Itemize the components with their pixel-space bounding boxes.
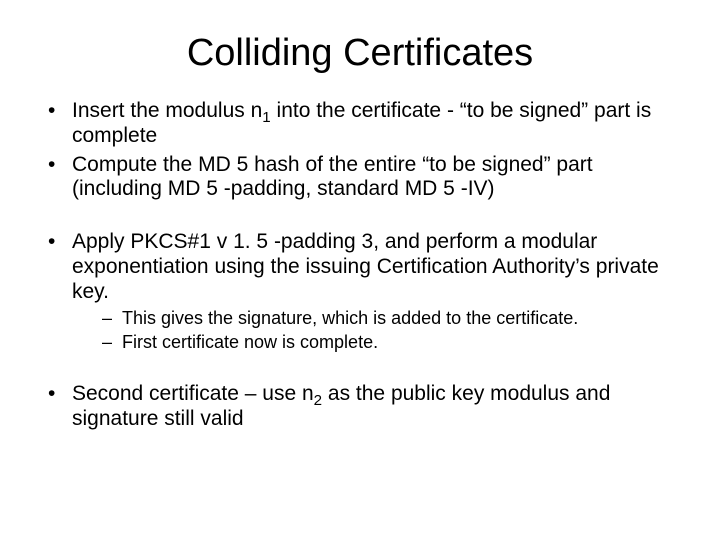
- bullet-list: Second certificate – use n2 as the publi…: [44, 382, 680, 432]
- sub-bullet-text: First certificate now is complete.: [122, 332, 378, 352]
- slide-title: Colliding Certificates: [40, 32, 680, 75]
- slide: Colliding Certificates Insert the modulu…: [0, 0, 720, 540]
- bullet-list: Apply PKCS#1 v 1. 5 -padding 3, and perf…: [44, 230, 680, 354]
- spacer: [40, 206, 680, 230]
- bullet-text: Compute the MD 5 hash of the entire “to …: [72, 153, 593, 201]
- spacer: [40, 358, 680, 382]
- bullet-text-pre: Insert the modulus n: [72, 99, 262, 122]
- bullet-item: Apply PKCS#1 v 1. 5 -padding 3, and perf…: [44, 230, 680, 354]
- bullet-item: Compute the MD 5 hash of the entire “to …: [44, 153, 680, 203]
- bullet-item: Insert the modulus n1 into the certifica…: [44, 99, 680, 149]
- sub-bullet-text: This gives the signature, which is added…: [122, 308, 578, 328]
- bullet-item: Second certificate – use n2 as the publi…: [44, 382, 680, 432]
- bullet-text: Apply PKCS#1 v 1. 5 -padding 3, and perf…: [72, 230, 659, 303]
- sub-bullet-item: First certificate now is complete.: [100, 332, 680, 354]
- sub-bullet-list: This gives the signature, which is added…: [100, 308, 680, 354]
- subscript: 1: [262, 109, 270, 126]
- bullet-text-pre: Second certificate – use n: [72, 382, 314, 405]
- sub-bullet-item: This gives the signature, which is added…: [100, 308, 680, 330]
- subscript: 2: [314, 392, 322, 409]
- bullet-list: Insert the modulus n1 into the certifica…: [44, 99, 680, 202]
